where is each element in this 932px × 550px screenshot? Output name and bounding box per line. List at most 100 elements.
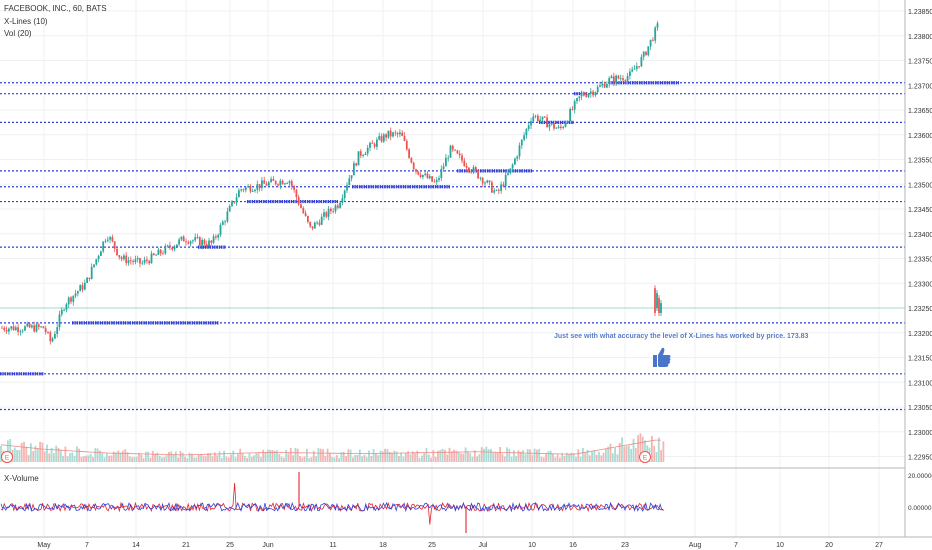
volume-bar-153 bbox=[352, 457, 354, 462]
volume-bar-112 bbox=[257, 453, 260, 462]
volume-bar-182 bbox=[418, 457, 421, 462]
candle-body-133 bbox=[307, 215, 309, 222]
candle-body-232 bbox=[534, 115, 537, 117]
candle-body-21 bbox=[49, 332, 52, 342]
candle-body-25 bbox=[58, 314, 61, 328]
volume-bar-104 bbox=[239, 448, 242, 462]
volume-bar-70 bbox=[161, 457, 163, 462]
volume-bar-197 bbox=[453, 449, 455, 462]
candle-body-107 bbox=[247, 186, 249, 188]
candle-body-23 bbox=[54, 333, 56, 339]
candle-body-129 bbox=[297, 197, 300, 205]
candle-body-62 bbox=[143, 259, 146, 263]
volume-bar-28 bbox=[64, 446, 67, 462]
candle-body-52 bbox=[120, 257, 123, 260]
candle-body-175 bbox=[403, 136, 406, 141]
candle-body-51 bbox=[118, 255, 121, 258]
volume-bar-184 bbox=[423, 452, 426, 462]
volume-bar-119 bbox=[273, 450, 276, 462]
volume-bar-91 bbox=[209, 453, 212, 462]
volume-bar-146 bbox=[335, 455, 338, 462]
volume-bar-255 bbox=[586, 449, 589, 462]
candle-body-98 bbox=[226, 211, 229, 222]
candle-body-88 bbox=[203, 239, 206, 245]
candle-body-102 bbox=[235, 197, 238, 203]
candle-body-239 bbox=[550, 123, 553, 125]
volume-bar-181 bbox=[416, 450, 419, 462]
candle-body-192 bbox=[442, 166, 445, 169]
volume-bar-88 bbox=[202, 455, 205, 462]
candle-body-210 bbox=[484, 182, 486, 184]
candle-body-64 bbox=[148, 261, 151, 264]
volume-bar-53 bbox=[122, 450, 124, 462]
candle-body-114 bbox=[263, 180, 266, 184]
volume-bar-124 bbox=[285, 449, 288, 462]
candle-body-43 bbox=[100, 251, 102, 256]
volume-bar-227 bbox=[522, 450, 524, 462]
volume-bar-215 bbox=[494, 452, 497, 462]
x-tick-label: 16 bbox=[569, 542, 577, 549]
candle-body-190 bbox=[438, 178, 440, 180]
volume-bar-235 bbox=[540, 456, 543, 462]
volume-bar-127 bbox=[292, 455, 294, 462]
volume-bar-219 bbox=[503, 456, 506, 462]
volume-bar-114 bbox=[262, 449, 265, 462]
candle-body-33 bbox=[77, 291, 79, 294]
volume-bar-117 bbox=[269, 449, 271, 462]
candle-body-214 bbox=[493, 190, 496, 193]
volume-bar-266 bbox=[611, 453, 614, 462]
candle-body-108 bbox=[249, 186, 252, 192]
price-candles bbox=[1, 21, 662, 345]
volume-bar-246 bbox=[565, 452, 568, 462]
candle-body-46 bbox=[106, 239, 109, 241]
volume-bar-256 bbox=[588, 455, 591, 462]
candle-body-150 bbox=[346, 185, 348, 191]
candle-body-136 bbox=[313, 222, 316, 229]
volume-bar-208 bbox=[478, 454, 481, 462]
volume-bar-106 bbox=[243, 455, 246, 462]
candle-body-197 bbox=[454, 149, 456, 151]
volume-bar-32 bbox=[73, 455, 76, 462]
candle-body-273 bbox=[629, 71, 631, 77]
y-tick-label: 1.23300 bbox=[908, 281, 932, 288]
candle-body-85 bbox=[196, 237, 199, 238]
volume-bar-262 bbox=[602, 452, 605, 462]
volume-bar-0 bbox=[0, 445, 2, 462]
candle-body-10 bbox=[24, 326, 26, 331]
volume-bar-151 bbox=[347, 449, 350, 462]
candle-body-122 bbox=[281, 180, 284, 185]
volume-bar-163 bbox=[375, 453, 377, 462]
candle-body-22 bbox=[51, 338, 54, 342]
candle-body-1 bbox=[3, 327, 6, 331]
latest-candle-body-1 bbox=[656, 293, 658, 308]
volume-bar-87 bbox=[200, 453, 202, 462]
volume-bar-12 bbox=[27, 455, 30, 462]
volume-bar-249 bbox=[572, 453, 575, 462]
candle-body-247 bbox=[569, 109, 571, 122]
candle-body-188 bbox=[433, 181, 436, 183]
x-volume-pane-label: X-Volume bbox=[4, 474, 39, 483]
volume-bar-86 bbox=[197, 454, 200, 462]
volume-bar-45 bbox=[103, 457, 106, 462]
volume-bar-69 bbox=[158, 455, 161, 462]
candle-body-24 bbox=[56, 327, 59, 334]
volume-bar-120 bbox=[276, 450, 278, 462]
volume-bar-77 bbox=[177, 457, 179, 462]
candle-body-34 bbox=[79, 285, 82, 292]
latest-candle-body-3 bbox=[660, 303, 662, 313]
volume-bar-142 bbox=[326, 448, 329, 462]
volume-bar-228 bbox=[524, 454, 527, 462]
candle-body-94 bbox=[217, 234, 220, 238]
volume-bar-212 bbox=[487, 449, 490, 462]
volume-bar-214 bbox=[492, 452, 495, 462]
volume-bar-10 bbox=[23, 441, 25, 462]
volume-bar-270 bbox=[621, 437, 623, 462]
symbol-title: FACEBOOK, INC., 60, BATS bbox=[4, 4, 107, 13]
volume-bar-89 bbox=[204, 456, 207, 462]
volume-bar-264 bbox=[607, 446, 610, 462]
volume-bar-216 bbox=[496, 452, 499, 462]
candle-body-266 bbox=[612, 76, 615, 83]
volume-bar-13 bbox=[30, 443, 32, 462]
candle-body-172 bbox=[396, 132, 399, 135]
